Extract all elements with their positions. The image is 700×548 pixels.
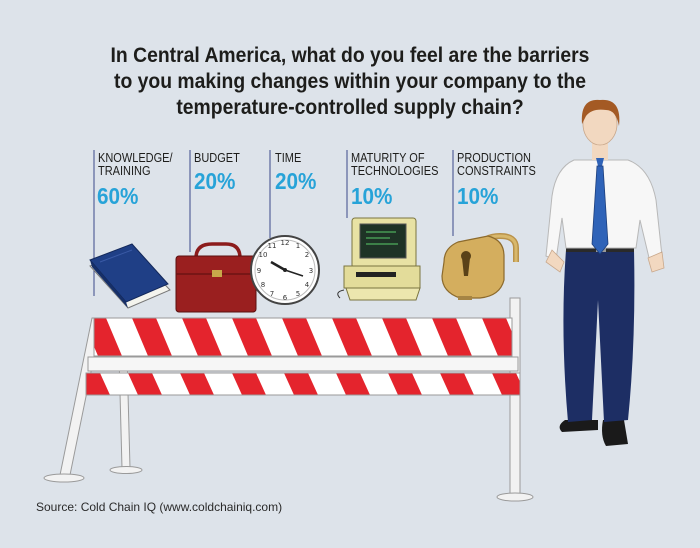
category-label-line: MATURITY OF xyxy=(351,151,425,165)
value-label-knowledge: 60% xyxy=(97,183,139,209)
svg-text:5: 5 xyxy=(296,290,300,298)
svg-text:2: 2 xyxy=(305,251,309,259)
svg-text:8: 8 xyxy=(261,281,265,289)
title-line: to you making changes within your compan… xyxy=(114,69,586,93)
barricade-bottom-rail xyxy=(85,372,521,396)
category-label-knowledge: KNOWLEDGE/ TRAINING xyxy=(98,152,173,178)
source-note: Source: Cold Chain IQ (www.coldchainiq.c… xyxy=(36,500,283,514)
briefcase-icon xyxy=(175,242,257,313)
category-label-line: TECHNOLOGIES xyxy=(351,164,439,178)
category-label-line: CONSTRAINTS xyxy=(457,164,536,178)
svg-text:6: 6 xyxy=(283,294,288,302)
svg-text:1: 1 xyxy=(296,242,300,250)
computer-icon xyxy=(337,217,421,301)
category-label-line: BUDGET xyxy=(194,151,240,165)
svg-text:3: 3 xyxy=(309,267,313,275)
value-label-maturity: 10% xyxy=(351,183,393,209)
barricade-top-rail xyxy=(93,317,513,357)
title-line: In Central America, what do you feel are… xyxy=(110,43,590,67)
category-label-line: TIME xyxy=(275,151,302,165)
category-label-time: TIME xyxy=(275,152,301,165)
svg-text:7: 7 xyxy=(270,290,274,298)
title-line: temperature-controlled supply chain? xyxy=(176,95,524,119)
svg-text:9: 9 xyxy=(257,267,261,275)
value-label-time: 20% xyxy=(275,168,317,194)
padlock-icon xyxy=(441,232,519,300)
chart-title: In Central America, what do you feel are… xyxy=(62,42,638,120)
book-icon xyxy=(89,243,171,309)
value-label-budget: 20% xyxy=(194,168,236,194)
barricade-middle-rail xyxy=(87,356,519,372)
category-label-line: PRODUCTION xyxy=(457,151,531,165)
category-label-maturity: MATURITY OF TECHNOLOGIES xyxy=(351,152,438,178)
svg-text:10: 10 xyxy=(259,251,268,259)
svg-text:4: 4 xyxy=(305,281,310,289)
svg-text:11: 11 xyxy=(268,242,277,250)
value-label-production: 10% xyxy=(457,183,499,209)
svg-text:12: 12 xyxy=(281,239,290,247)
category-label-line: TRAINING xyxy=(98,164,151,178)
man-illustration xyxy=(545,99,665,446)
category-label-production: PRODUCTION CONSTRAINTS xyxy=(457,152,536,178)
category-label-line: KNOWLEDGE/ xyxy=(98,151,173,165)
category-label-budget: BUDGET xyxy=(194,152,240,165)
